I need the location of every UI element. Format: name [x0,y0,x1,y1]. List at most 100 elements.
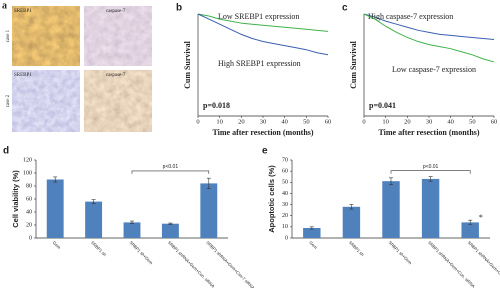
chart-panel: d 0 20 40 60 80 100 120 Gem SRBP1 sh SRBP1 sh+Gem S… [3,146,256,288]
y-tick-label: 60 [26,196,32,202]
x-tick-label: SRBP1 shRNA+Gem+Con. siRNA [427,240,476,288]
survival-curve [197,13,329,56]
significance-bracket [390,170,471,174]
row-label: case 1 [6,29,11,42]
bar [85,201,103,238]
bar [461,222,479,238]
y-tick-label: 60 [282,169,288,175]
y-tick-label: 10 [282,224,288,230]
series-label: High caspase-7 expression [368,12,453,21]
x-tick-label: SRBP1 sh [348,240,366,258]
image-label: caspase-7 [106,73,126,78]
y-axis-title: Cum Survival [183,40,192,89]
x-tick-label: SRBP1 shRNA+Gem+Con. siRNA [167,240,216,288]
significance-bracket [131,170,210,174]
panel-letter: e [262,146,268,157]
error-bar [309,226,314,230]
error-bar [349,204,354,210]
x-tick-label: 20 [238,118,245,125]
series-label: High SREBP1 expression [218,59,301,68]
x-tick-label: 60 [491,118,498,125]
micrograph [12,6,80,66]
x-tick-label: Gem [52,240,62,250]
x-tick-label: SRBP1 shRNA+Gem+Cas-7 siRNA [205,240,256,288]
x-tick-label: SRBP1 sh+Gem [388,240,414,266]
error-bar [468,219,473,225]
survival-curve [363,13,495,40]
panel-letter: a [2,0,7,11]
error-bar [91,199,96,204]
p-value: p=0.018 [203,101,230,110]
y-tick-label: 70 [282,157,288,163]
p-value: p<0.01 [163,164,179,170]
significance-marker: * [479,213,483,222]
bar [161,223,179,238]
x-tick-label: 30 [426,118,433,125]
y-tick-label: 0 [29,235,32,241]
error-bar [53,176,58,183]
p-value: p<0.01 [423,164,439,170]
x-tick-label: 40 [281,118,288,125]
y-tick-label: 30 [282,202,288,208]
chart-panel: c 0 10 20 30 40 50 60 High caspase-7 expression L… [342,3,497,137]
x-tick-label: 10 [382,118,389,125]
series-label: Low SREBP1 expression [218,12,299,21]
image-label: SREBP1 [14,9,32,14]
panel-letter: c [342,3,348,14]
micrograph [12,70,80,132]
x-tick-label: 10 [216,118,223,125]
x-axis-title: Time after resection (months) [378,128,479,137]
image-label: SREBP1 [14,73,32,78]
row-label: case 2 [6,94,11,107]
chart-panel: b 0 10 20 30 40 50 60 Low SREBP1 expression High … [176,3,331,137]
image-panel: a SREBP1 caspase-7 SREBP1 caspase-7 case… [2,0,152,132]
bar [46,179,64,238]
panel-letter: b [176,3,182,14]
y-tick-label: 40 [282,191,288,197]
panel-letter: d [3,146,9,157]
x-tick-label: 0 [196,118,199,125]
y-axis-title: Cum Survival [349,40,358,89]
x-tick-label: SRBP1 sh [90,240,108,258]
bar [382,181,400,238]
x-tick-label: SRBP1 sh+Gem [129,240,155,266]
micrograph [84,6,152,66]
chart-panel: e 0 10 20 30 40 50 60 70 Gem SRBP1 sh SRBP1 sh+Gem S… [262,146,500,288]
bar [421,178,440,238]
x-tick-label: 40 [447,118,454,125]
y-tick-label: 20 [26,222,32,228]
bar [200,183,218,238]
error-bar [130,220,134,224]
y-tick-label: 0 [285,235,288,241]
y-tick-label: 100 [23,170,32,176]
error-bar [206,177,211,189]
survival-curve [197,13,329,32]
x-axis-title: Time after resection (months) [212,128,313,137]
series-label: Low caspase-7 expression [392,65,476,74]
micrograph [84,70,152,132]
bar [303,227,321,238]
survival-curve [363,13,495,63]
error-bar [389,177,393,185]
y-tick-label: 80 [26,183,32,189]
x-tick-label: 60 [325,118,332,125]
y-axis-title: Cell viability (%) [11,170,20,228]
x-tick-label: 20 [404,118,411,125]
error-bar [168,222,173,225]
y-axis-title: Apoptotic cells (%) [267,165,276,233]
y-tick-label: 40 [26,209,32,215]
bar [123,222,141,238]
y-tick-label: 50 [282,180,288,186]
x-tick-label: 50 [303,118,310,125]
x-tick-label: 0 [362,118,365,125]
x-tick-label: Gem [308,240,318,250]
x-tick-label: 30 [260,118,267,125]
y-tick-label: 120 [23,157,32,163]
p-value: p=0.041 [369,101,396,110]
error-bar [428,176,433,182]
image-label: caspase-7 [106,9,126,14]
y-tick-label: 20 [282,213,288,219]
x-tick-label: 50 [469,118,476,125]
bar [342,206,361,238]
